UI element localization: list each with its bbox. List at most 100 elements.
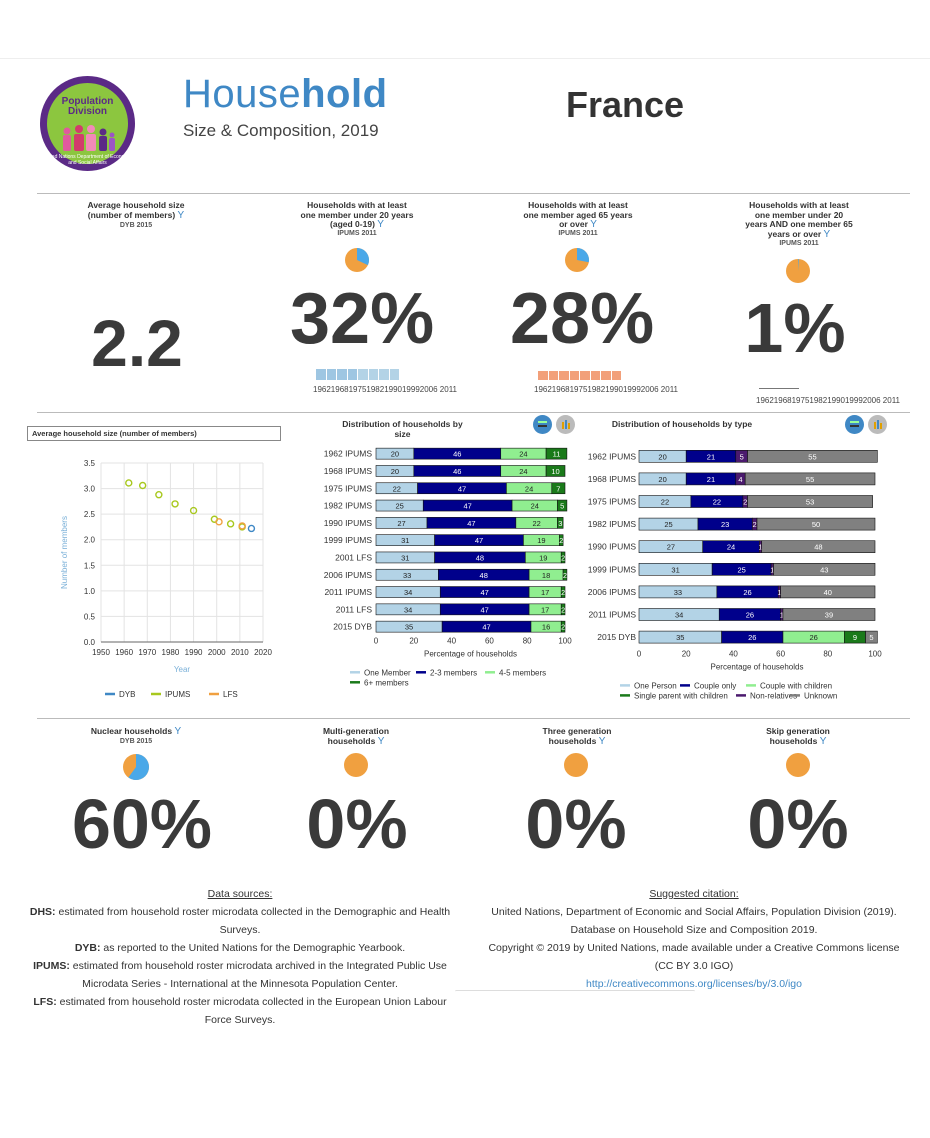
filter-icon[interactable]: Y [377,219,384,230]
data-label: 1 [758,543,762,552]
bar-segment [545,447,568,460]
kpi-label-both: Households with at least one member unde… [745,200,853,240]
kpi-value-nuclear: 60% [71,785,213,863]
y-tick-label: 2.5 [84,510,96,519]
filter-icon[interactable]: Y [174,726,182,737]
data-label: 35 [405,623,413,632]
data-label: 34 [404,588,412,597]
x-tick-label: 20 [409,636,418,645]
category-label: 1962 IPUMS [324,449,373,459]
citation-line: United Nations, Department of Economic a… [491,906,897,918]
kpi-source: IPUMS 2011 [337,230,377,237]
legend-label: One Person [634,681,677,690]
x-tick-label: 0 [374,636,379,645]
legend-label: Non-relatives [750,691,797,700]
data-label: 23 [721,520,729,529]
kpi-source: IPUMS 2011 [779,240,819,247]
y-tick-label: 0.5 [84,612,96,621]
mini-trend-bar [759,388,799,389]
table-view-icon[interactable] [845,415,864,434]
kpi-label-skipgen: Skip generation households Y [766,726,830,747]
data-label: 17 [541,588,549,597]
category-label: 1990 IPUMS [588,542,637,552]
data-label: 27 [667,543,675,552]
filter-icon[interactable]: Y [590,219,597,230]
category-label: 2001 LFS [335,552,372,562]
bar-segment [747,450,878,463]
kpi-source: DYB 2015 [119,222,153,229]
kpi-value-threegen: 0% [525,785,627,863]
data-label: 48 [476,553,484,562]
category-label: 2006 IPUMS [588,587,637,597]
filter-icon[interactable]: Y [598,735,606,747]
section-divider [37,718,910,719]
bar-segment [560,586,566,598]
license-link[interactable]: http://creativecommons.org/licenses/by/3… [586,978,802,990]
chart-view-icon[interactable] [556,415,575,434]
x-tick-label: 100 [558,636,572,645]
pie-over65 [565,248,589,272]
data-label: 20 [658,452,666,461]
data-label: 11 [553,450,561,459]
data-label: 50 [812,520,820,529]
data-label: 2 [559,536,563,545]
data-label: 16 [542,623,550,632]
y-tick-label: 1.0 [84,587,96,596]
top-rule [0,58,930,59]
category-label: 1975 IPUMS [588,497,637,507]
x-tick-label: 0 [637,649,642,658]
legend-label: One Member [364,668,411,677]
pie-slice [577,248,589,263]
bar-segment [559,534,564,546]
category-label: 1968 IPUMS [588,474,637,484]
data-label: 25 [395,502,403,511]
data-label: 20 [391,450,399,459]
filter-icon[interactable]: Y [823,228,831,240]
category-label: 2015 DYB [333,622,372,632]
data-label: 19 [539,553,547,562]
data-sources: Data sources: DHS: estimated from househ… [20,885,460,1029]
y-tick-label: 3.5 [84,459,96,468]
data-label: 21 [707,452,715,461]
data-label: 47 [482,623,490,632]
table-view-icon[interactable] [533,415,552,434]
data-label: 4 [738,475,742,484]
pie-slice [798,259,799,271]
data-label: 3 [558,519,562,528]
chart-view-icon[interactable] [868,415,887,434]
source-lfs: LFS: estimated from household roster mic… [33,996,447,1026]
pie-multigen [344,753,368,777]
scatter-avg-size: 0.0 0.5 1.0 1.5 2.0 2.5 3.0 3.5 1950 1960 1970 1980… [60,459,272,699]
x-axis-label: Percentage of households [424,649,517,658]
filter-icon[interactable]: Y [819,735,827,747]
x-tick-label: 2010 [231,648,249,657]
data-label: 1 [780,611,784,620]
x-tick-label: 60 [485,636,494,645]
bar-segment [780,585,876,599]
data-label: 27 [397,519,405,528]
x-tick-label: 20 [682,649,691,658]
data-point-ipums [155,491,163,499]
legend-label: Single parent with children [634,691,728,700]
category-label: 1968 IPUMS [324,466,373,476]
people-icon [63,125,115,151]
kpi-value-over65: 28% [510,279,655,359]
y-tick-label: 2.0 [84,536,96,545]
data-point-ipums [189,506,198,515]
legend-label: Couple with children [760,681,832,690]
data-label: 1 [777,588,781,597]
data-label: 24 [519,467,527,476]
data-label: 24 [531,502,539,511]
country-name: France [566,84,685,125]
data-point-lfs [238,522,246,530]
category-label: 1975 IPUMS [324,483,373,493]
citation: Suggested citation: United Nations, Depa… [478,885,910,993]
filter-icon[interactable]: Y [177,209,185,221]
data-label: 18 [542,571,550,580]
kpi-label-over65: Households with at least one member aged… [523,200,633,230]
kpi-label-under20: Households with at least one member unde… [300,200,414,230]
pie-skipgen [786,753,810,777]
filter-icon[interactable]: Y [377,735,385,747]
category-label: 2011 IPUMS [588,610,636,620]
